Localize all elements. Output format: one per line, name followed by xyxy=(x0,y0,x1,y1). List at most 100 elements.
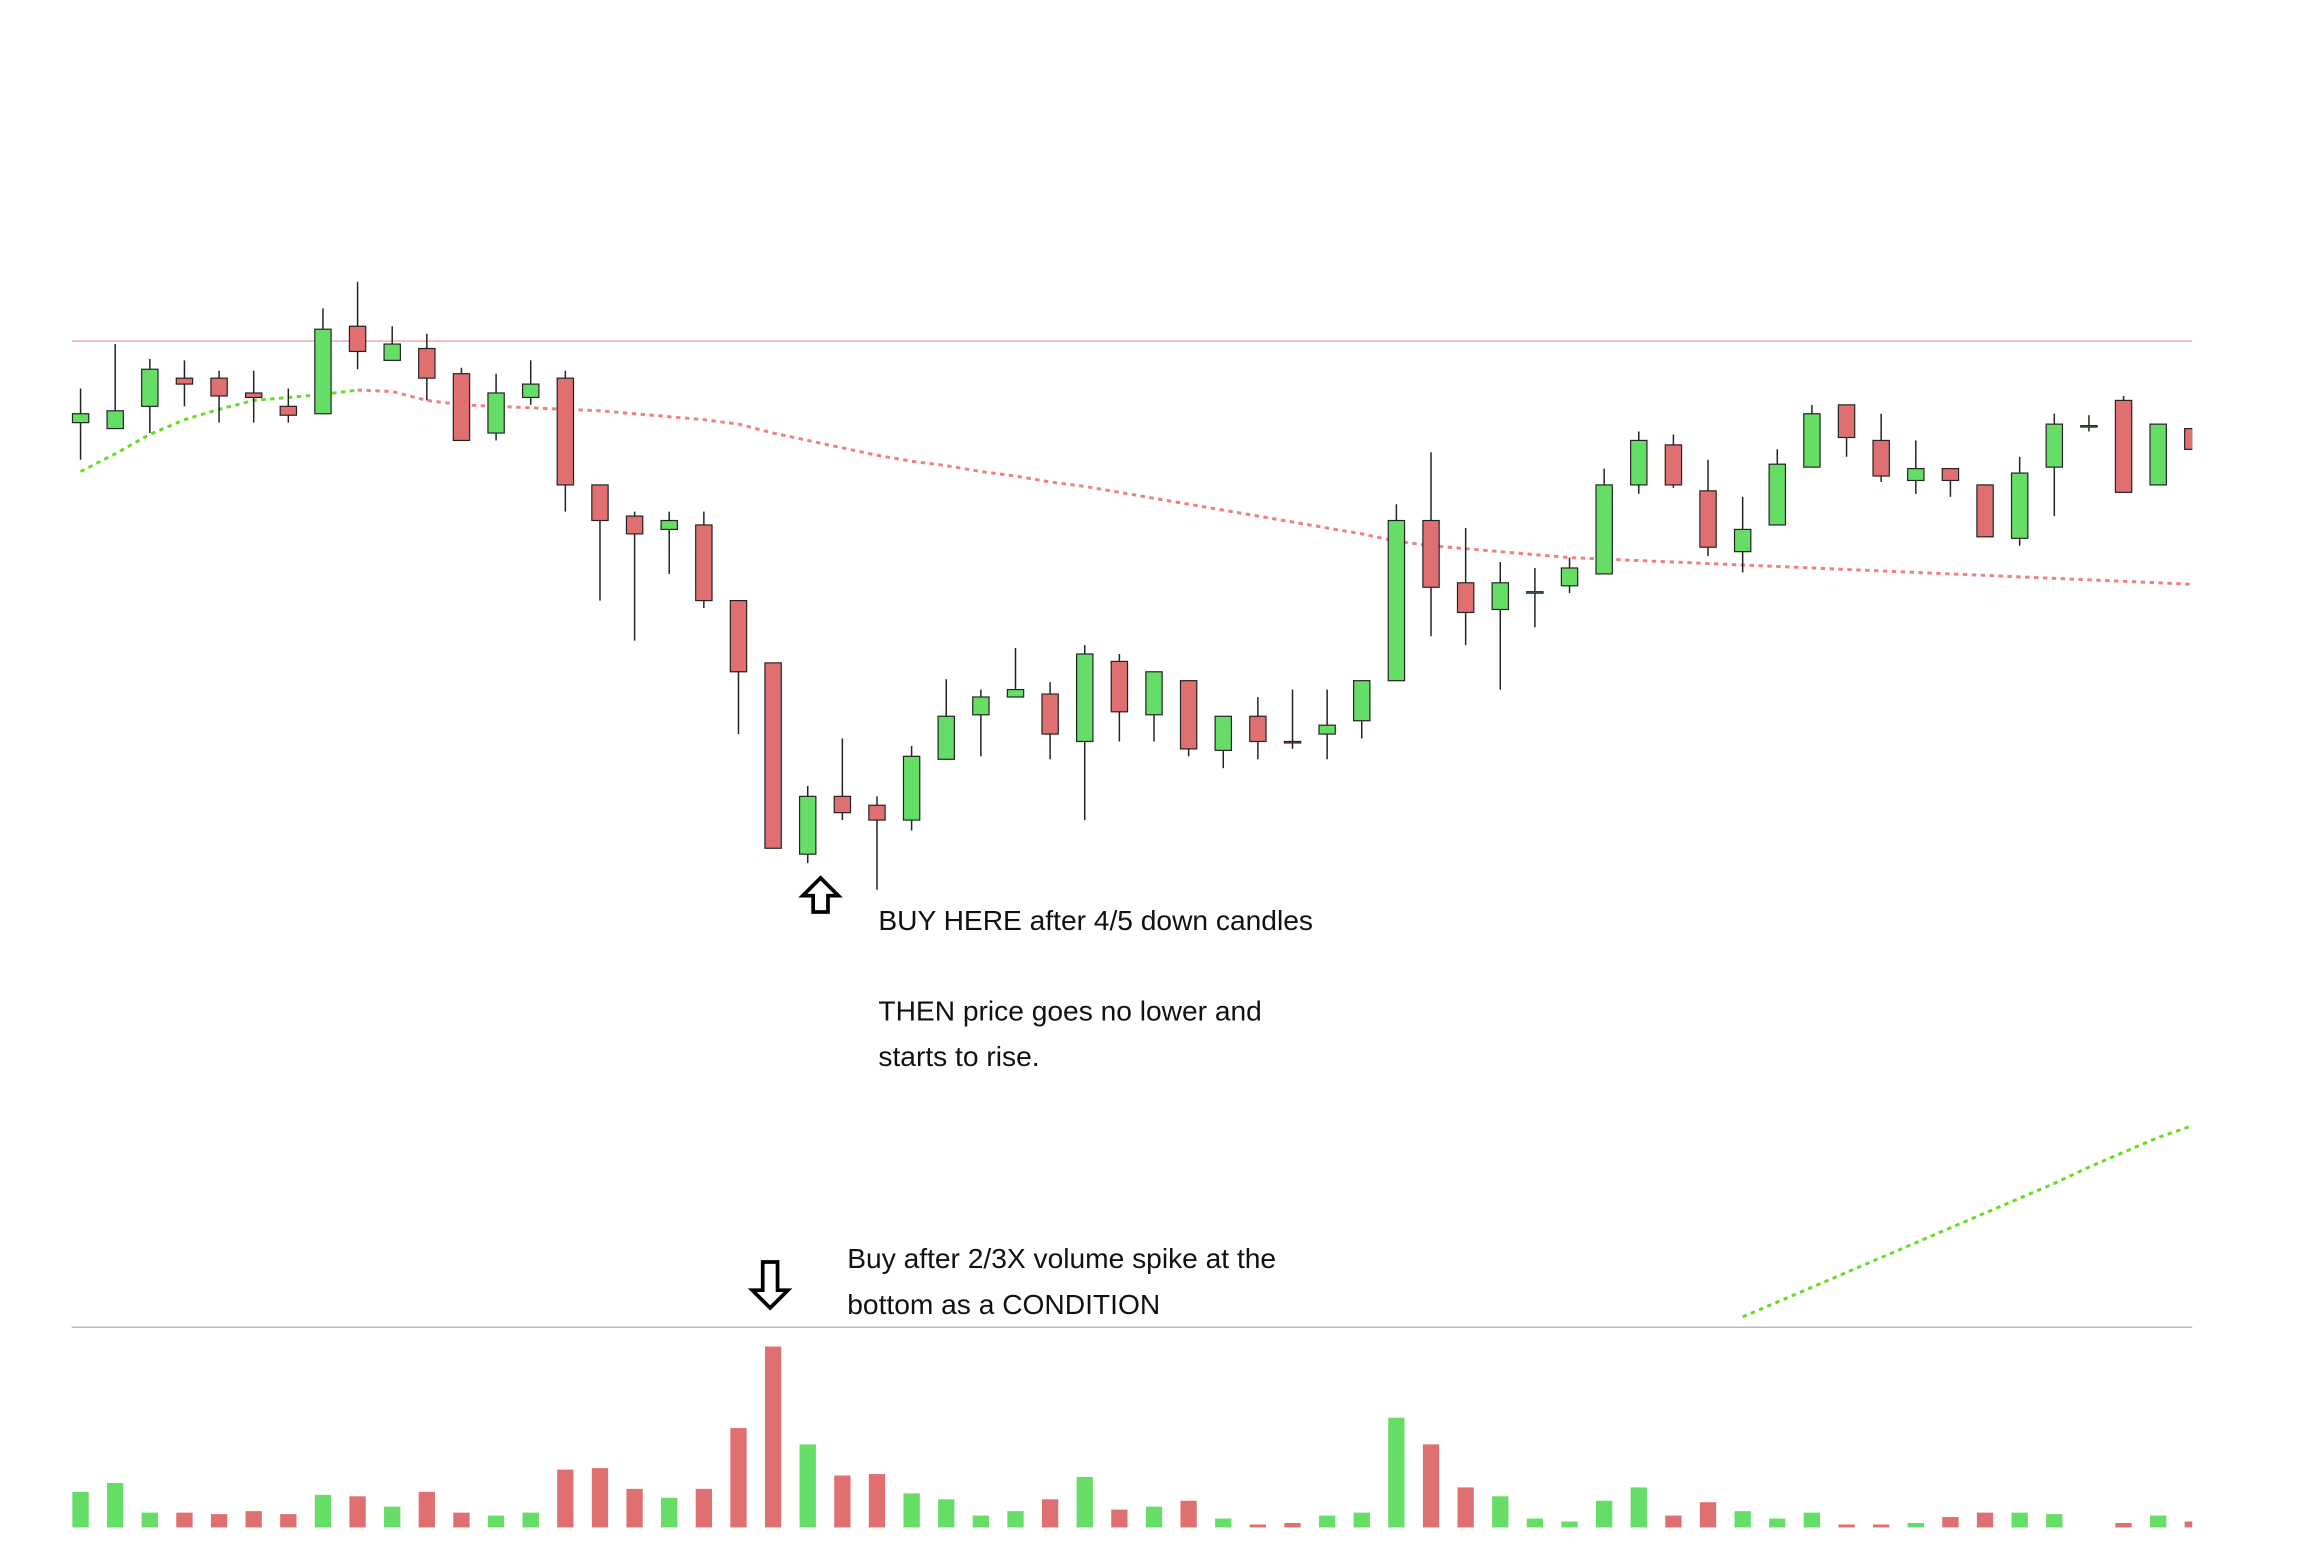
volume-bar xyxy=(1630,1487,1647,1528)
volume-bar xyxy=(2011,1512,2028,1528)
moving-average xyxy=(79,388,2193,1319)
volume-bar xyxy=(1111,1509,1128,1528)
volume-bar xyxy=(1007,1511,1024,1528)
candle-body xyxy=(487,392,505,434)
candle-body xyxy=(1041,693,1059,735)
candle-body xyxy=(1110,660,1129,713)
candle-body xyxy=(1387,519,1406,682)
volume-bar xyxy=(1838,1524,1855,1528)
volume-bar xyxy=(280,1514,297,1528)
volume-bar xyxy=(107,1482,124,1528)
volume-bar xyxy=(626,1488,643,1528)
volume-bar xyxy=(591,1468,609,1528)
volume-bar xyxy=(487,1515,505,1528)
candle-body xyxy=(695,524,713,602)
candle-body xyxy=(868,804,886,821)
volume-bar xyxy=(141,1512,158,1528)
candle-body xyxy=(418,347,436,379)
candle-body xyxy=(937,715,955,760)
candle-body xyxy=(1837,404,1856,439)
annotation: BUY HERE after 4/5 down candles xyxy=(878,904,1313,936)
candle-body xyxy=(2010,472,2029,539)
volume-bar xyxy=(730,1428,747,1528)
candle-body xyxy=(1283,740,1302,744)
volume-bar xyxy=(661,1497,678,1528)
volume-bar xyxy=(176,1512,193,1528)
candle-body xyxy=(729,600,748,673)
candle-body xyxy=(279,405,298,416)
volume-bar xyxy=(1388,1417,1405,1528)
down-arrow xyxy=(747,1260,793,1311)
volume-bar xyxy=(695,1488,713,1528)
volume-bar xyxy=(1665,1515,1682,1528)
volume-bar xyxy=(1353,1512,1370,1528)
candle-body xyxy=(1491,582,1510,611)
volume-bar xyxy=(384,1506,401,1528)
volume-bar xyxy=(972,1515,990,1528)
candle-body xyxy=(1006,688,1025,698)
volume-bar xyxy=(1457,1487,1474,1528)
volume-bar xyxy=(799,1444,816,1528)
candle-body xyxy=(521,383,540,399)
volume-bar xyxy=(903,1493,920,1528)
volume-bar xyxy=(1145,1506,1163,1528)
volume-bar xyxy=(1907,1522,1924,1528)
volume-bar xyxy=(1976,1512,1994,1528)
candle-body xyxy=(764,662,782,849)
candle-body xyxy=(1733,528,1752,553)
volume-bar xyxy=(2115,1522,2132,1528)
candle-body xyxy=(902,755,921,821)
volume-bar xyxy=(210,1514,228,1528)
up-arrow xyxy=(798,875,843,914)
candle-body xyxy=(1526,591,1544,594)
volume-bar xyxy=(1249,1524,1267,1528)
candle-body xyxy=(71,413,90,424)
candle-body xyxy=(244,392,263,399)
candle-body xyxy=(1664,444,1683,486)
candle-body xyxy=(141,368,159,407)
candle-body xyxy=(556,377,575,486)
volume-pane xyxy=(72,1346,2193,1528)
candle-body xyxy=(1214,715,1233,751)
volume-bar xyxy=(72,1491,89,1528)
volume-bar xyxy=(349,1496,366,1528)
volume-bar xyxy=(453,1512,470,1528)
annotation: starts to rise. xyxy=(878,1040,1039,1072)
candle-body xyxy=(1976,484,1994,538)
volume-bar xyxy=(1422,1444,1440,1528)
moving-average xyxy=(357,388,2193,586)
volume-bar xyxy=(2184,1521,2193,1528)
candle-body xyxy=(1422,519,1440,588)
candle-body xyxy=(1907,468,1925,482)
candle-body xyxy=(1560,567,1579,587)
volume-bar xyxy=(314,1494,332,1528)
volume-bar xyxy=(1041,1499,1059,1528)
candle-body xyxy=(2045,423,2064,468)
candle-body xyxy=(175,377,194,385)
volume-bar xyxy=(1942,1517,1959,1528)
candle-body xyxy=(1630,439,1648,486)
volume-bar xyxy=(1769,1518,1786,1528)
volume-bar xyxy=(1561,1521,1578,1528)
candle-body xyxy=(452,373,471,442)
candle-body xyxy=(383,343,401,361)
candle-body xyxy=(1318,724,1336,735)
candle-body xyxy=(1699,490,1717,548)
candle-body xyxy=(1179,680,1198,750)
volume-bar xyxy=(1595,1500,1613,1528)
volume-bar xyxy=(245,1511,262,1528)
candle-body xyxy=(1075,653,1094,743)
candle-body xyxy=(2149,423,2167,486)
candle-body xyxy=(2114,399,2133,493)
volume-bar xyxy=(418,1491,435,1528)
candle-body xyxy=(106,410,124,430)
volume-bar xyxy=(1215,1518,1232,1528)
volume-bar xyxy=(1180,1500,1197,1528)
volume-bar xyxy=(938,1499,955,1528)
volume-bar xyxy=(1803,1512,1821,1528)
volume-bar xyxy=(1873,1524,1890,1528)
candle-body xyxy=(1768,463,1787,526)
volume-bar xyxy=(1699,1502,1717,1528)
candle-body xyxy=(798,795,817,855)
candle-body xyxy=(591,484,609,522)
